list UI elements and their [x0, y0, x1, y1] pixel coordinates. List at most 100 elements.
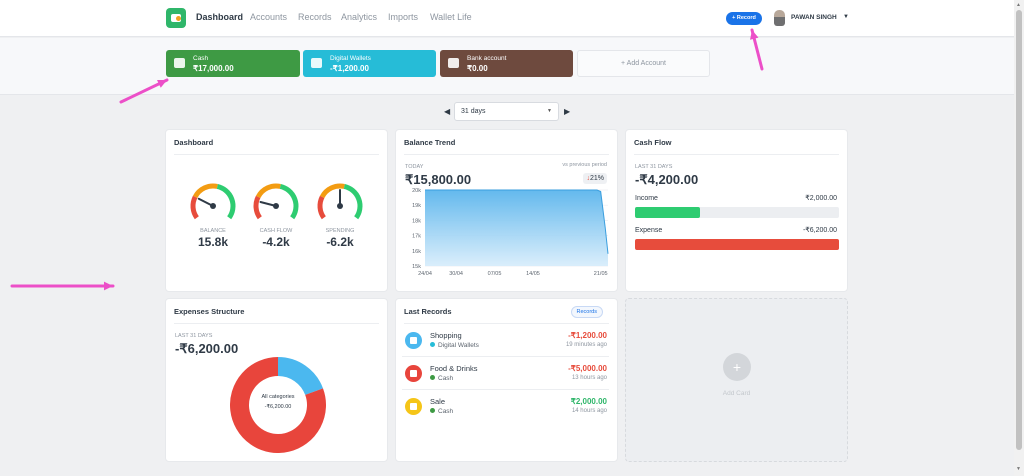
nav-analytics[interactable]: Analytics: [341, 12, 378, 22]
period-prev-icon[interactable]: ◀: [444, 107, 451, 116]
donut-center-value: -₹6,200.00: [264, 404, 292, 410]
y-tick-label: 19k: [412, 203, 421, 209]
gauge-dial: [190, 183, 236, 220]
nav-imports[interactable]: Imports: [388, 12, 419, 22]
record-time: 14 hours ago: [571, 408, 607, 414]
wallet-icon: [448, 58, 459, 68]
user-name[interactable]: PAWAN SINGH: [791, 14, 837, 21]
account-dot: [430, 342, 435, 347]
avatar[interactable]: [774, 10, 785, 26]
chevron-down-icon[interactable]: ▼: [843, 14, 849, 20]
gauge-value: -6.2k: [326, 235, 354, 249]
account-card-bank-account[interactable]: Bank account ₹0.00: [440, 50, 573, 77]
account-card-digital-wallets[interactable]: Digital Wallets -₹1,200.00: [303, 50, 436, 77]
x-tick-label: 30/04: [449, 271, 463, 277]
donut-slice[interactable]: [230, 357, 326, 453]
gauge-value: 15.8k: [197, 235, 229, 249]
gauge-label: BALANCE: [200, 228, 226, 234]
chevron-down-icon: ▼: [547, 108, 552, 114]
gauge-pivot: [273, 203, 279, 209]
income-value: ₹2,000.00: [805, 195, 837, 202]
expense-value: -₹6,200.00: [802, 227, 837, 234]
divider: [174, 154, 379, 155]
records-link-button[interactable]: Records: [570, 306, 603, 318]
gauge-label: SPENDING: [325, 228, 355, 234]
annotation-arrow-group: [10, 28, 764, 291]
record-row[interactable]: Sale Cash ₹2,000.00 14 hours ago: [402, 390, 609, 423]
cash-icon: [174, 58, 185, 68]
expenses-value: -₹6,200.00: [175, 341, 239, 356]
period-label: LAST 31 DAYS: [635, 164, 673, 170]
income-label: Income: [635, 195, 658, 202]
scroll-up-icon[interactable]: ▲: [1016, 2, 1021, 8]
cash-flow-card: Cash Flow LAST 31 DAYS -₹4,200.00 Income…: [625, 129, 848, 292]
gauge-pivot: [337, 203, 343, 209]
record-account: Cash: [430, 375, 453, 382]
add-card-placeholder[interactable]: + Add Card: [625, 298, 848, 462]
gauge-label: CASH FLOW: [259, 228, 293, 234]
account-name: Bank account: [467, 55, 507, 62]
page-scrollbar[interactable]: ▲ ▼: [1014, 0, 1024, 476]
divider: [404, 154, 609, 155]
record-row[interactable]: Shopping Digital Wallets -₹1,200.00 19 m…: [402, 324, 609, 357]
scroll-thumb[interactable]: [1016, 10, 1022, 450]
record-category: Food & Drinks: [430, 364, 478, 373]
card-title: Balance Trend: [404, 138, 456, 147]
balance-line: [425, 189, 609, 254]
record-row[interactable]: Food & Drinks Cash -₹5,000.00 13 hours a…: [402, 357, 609, 390]
period-next-icon[interactable]: ▶: [564, 107, 571, 116]
card-title: Last Records: [404, 307, 452, 316]
record-amount: ₹2,000.00: [570, 397, 607, 406]
account-balance: ₹0.00: [467, 64, 488, 73]
nav-accounts[interactable]: Accounts: [250, 12, 288, 22]
cash-flow-value: -₹4,200.00: [635, 172, 699, 187]
fork-knife-icon: [405, 365, 422, 382]
change-percent: 21%: [589, 175, 604, 182]
period-label: LAST 31 DAYS: [175, 333, 213, 339]
gauge-arc-segment: [216, 184, 236, 220]
last-records-card: Last Records Records Shopping Digital Wa…: [395, 298, 618, 462]
account-card-cash[interactable]: Cash ₹17,000.00: [166, 50, 300, 77]
y-tick-label: 18k: [412, 218, 421, 224]
card-title: Cash Flow: [634, 138, 672, 147]
add-account-button[interactable]: + Add Account: [577, 50, 710, 77]
period-select[interactable]: 31 days ▼: [454, 102, 559, 121]
account-dot: [430, 375, 435, 380]
gauge-arc-segment: [343, 184, 363, 220]
x-tick-label: 24/04: [418, 271, 432, 277]
period-value: 31 days: [461, 108, 486, 115]
gauge-arc-segment: [255, 183, 281, 199]
wallet-logo[interactable]: [166, 8, 186, 28]
record-category: Sale: [430, 397, 446, 406]
account-balance: -₹1,200.00: [330, 64, 369, 73]
record-account-name: Cash: [438, 408, 454, 415]
y-tick-label: 15k: [412, 264, 421, 270]
balance-trend-card: Balance Trend TODAY vs previous period ₹…: [395, 129, 618, 292]
divider: [174, 323, 379, 324]
donut-slice[interactable]: [277, 357, 324, 396]
gauge-arc-segment: [319, 183, 345, 199]
nav-dashboard[interactable]: Dashboard: [196, 12, 244, 22]
add-record-button[interactable]: + Record: [726, 12, 762, 25]
nav-records[interactable]: Records: [298, 12, 332, 22]
expenses-donut-chart: [230, 357, 326, 453]
record-account: Cash: [430, 408, 453, 415]
gauge-arc-segment: [279, 184, 299, 220]
card-title: Dashboard: [174, 138, 214, 147]
compare-label: vs previous period: [562, 162, 607, 168]
record-account-name: Digital Wallets: [438, 342, 479, 349]
record-account-name: Cash: [438, 375, 454, 382]
x-tick-label: 07/05: [488, 271, 502, 277]
top-navigation: Dashboard Accounts Records Analytics Imp…: [0, 0, 1014, 37]
gauge-arc-segment: [192, 183, 218, 199]
x-tick-label: 14/05: [526, 271, 540, 277]
gauge-pivot: [210, 203, 216, 209]
account-dot: [430, 408, 435, 413]
x-tick-label: 21/05: [594, 271, 608, 277]
annotation-arrowhead: [103, 281, 113, 291]
balance-value: ₹15,800.00: [405, 172, 472, 187]
scroll-down-icon[interactable]: ▼: [1016, 466, 1021, 472]
plus-icon[interactable]: +: [723, 353, 751, 381]
nav-wallet-life[interactable]: Wallet Life: [430, 12, 472, 22]
